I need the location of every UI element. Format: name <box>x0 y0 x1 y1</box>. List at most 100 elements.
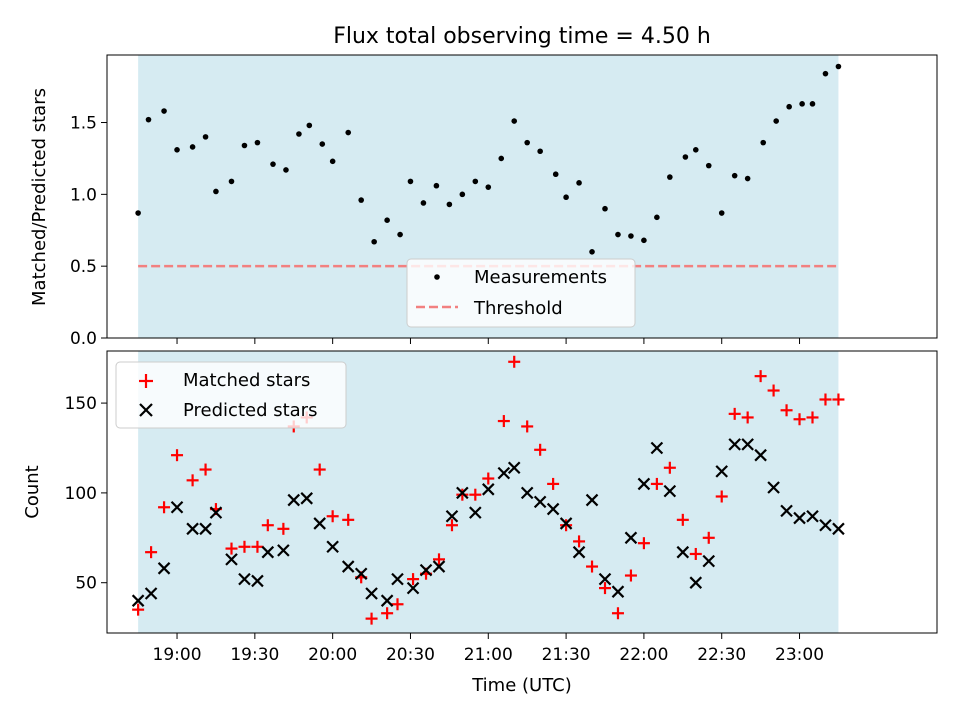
predicted-star-point <box>380 594 394 607</box>
predicted-star-point <box>754 448 767 462</box>
measurement-point <box>822 70 829 77</box>
bottom-legend-box <box>115 361 347 429</box>
top-y-axis-label: Matched/Predicted stars <box>29 88 50 306</box>
measurement-point <box>485 184 492 190</box>
predicted-star-point <box>354 567 368 581</box>
predicted-star-point <box>326 540 339 554</box>
matched-star-point <box>365 612 378 625</box>
predicted-star-point <box>650 441 664 455</box>
matched-star-point <box>806 411 819 424</box>
matched-star-point <box>637 537 650 550</box>
matched-star-point <box>158 501 171 514</box>
measurement-point <box>744 175 751 182</box>
predicted-star-point <box>780 504 793 518</box>
predicted-star-point <box>832 522 845 536</box>
measurement-point <box>420 200 427 206</box>
matched-star-point <box>741 411 754 424</box>
predicted-star-point <box>663 484 677 498</box>
matched-star-point <box>611 607 624 620</box>
measurement-point <box>329 158 336 165</box>
predicted-star-point <box>585 493 599 507</box>
predicted-star-point <box>365 587 378 600</box>
matched-star-point <box>199 463 212 476</box>
x-tick-label: 21:00 <box>464 645 513 665</box>
predicted-star-point <box>406 581 420 595</box>
bottom-y-axis-label: Count <box>22 465 43 518</box>
predicted-star-point <box>819 518 832 532</box>
measurement-point <box>576 180 582 186</box>
measurement-point <box>174 147 180 153</box>
predicted-star-point <box>689 576 703 589</box>
matched-star-point <box>754 370 767 383</box>
chart-title: Flux total observing time = 4.50 h <box>333 24 711 49</box>
matched-star-point <box>702 531 715 544</box>
matched-star-point <box>313 463 326 476</box>
matched-star-point <box>186 474 199 487</box>
predicted-star-point <box>170 500 184 514</box>
measurement-point <box>433 182 440 189</box>
matched-star-point <box>624 569 637 582</box>
predicted-star-point <box>157 562 171 575</box>
predicted-star-point <box>251 574 264 588</box>
measurement-point <box>472 178 479 185</box>
matched-star-point <box>508 355 521 368</box>
measurement-point <box>161 108 167 114</box>
matched-star-point <box>445 519 458 532</box>
measurement-point <box>306 122 313 129</box>
x-tick-label: 19:30 <box>230 645 279 665</box>
measurement-point <box>773 118 779 124</box>
matched-star-point <box>534 443 547 456</box>
predicted-star-point <box>199 522 212 536</box>
matched-star-point <box>238 540 251 553</box>
measurement-point <box>254 139 261 146</box>
measurement-point <box>615 231 621 238</box>
measurement-point <box>358 197 364 203</box>
predicted-star-point <box>520 486 534 500</box>
matched-star-point <box>132 603 145 616</box>
predicted-star-point <box>546 502 560 516</box>
predicted-star-point <box>456 486 469 500</box>
predicted-star-point <box>209 506 223 519</box>
matched-star-point <box>689 547 702 560</box>
measurement-point <box>835 63 842 70</box>
predicted-star-point <box>300 492 313 505</box>
top-y-tick-label: 1.5 <box>70 114 97 134</box>
measurement-point <box>397 231 403 238</box>
bottom-x-axis-label: Time (UTC) <box>471 675 572 696</box>
measurement-point <box>371 238 377 245</box>
matched-star-point <box>381 607 394 620</box>
predicted-star-point <box>497 466 511 480</box>
predicted-star-point <box>624 531 638 545</box>
measurement-point <box>145 116 152 123</box>
legend-measurements-label: Measurements <box>474 267 607 288</box>
predicted-star-point <box>238 572 251 586</box>
predicted-star-point <box>611 585 625 598</box>
matched-star-point <box>780 404 793 417</box>
x-tick-label: 22:00 <box>619 645 668 665</box>
predicted-star-point <box>533 495 547 509</box>
predicted-star-point <box>572 545 586 559</box>
predicted-star-point <box>144 587 158 600</box>
matched-star-point <box>433 553 445 566</box>
top-y-tick-label: 1.0 <box>70 185 97 205</box>
predicted-star-point <box>287 493 301 507</box>
matched-star-point <box>599 582 611 595</box>
measurement-point <box>667 174 673 180</box>
measurement-point <box>731 172 738 179</box>
legend-matched-marker <box>139 374 153 388</box>
legend-predicted-marker <box>139 403 153 417</box>
measurement-point <box>563 194 569 201</box>
measurement-point <box>786 103 792 110</box>
legend-measurements-marker <box>434 274 440 280</box>
bottom-legend: Matched stars Predicted stars <box>115 361 347 429</box>
measurement-point <box>270 161 276 167</box>
predicted-star-point <box>482 483 495 496</box>
measurement-point <box>602 205 608 212</box>
predicted-star-point <box>559 517 573 530</box>
matched-star-point <box>586 560 599 573</box>
matched-star-point <box>728 407 741 420</box>
matched-star-point <box>793 413 806 426</box>
predicted-star-point <box>445 509 459 523</box>
predicted-star-point <box>767 481 780 494</box>
